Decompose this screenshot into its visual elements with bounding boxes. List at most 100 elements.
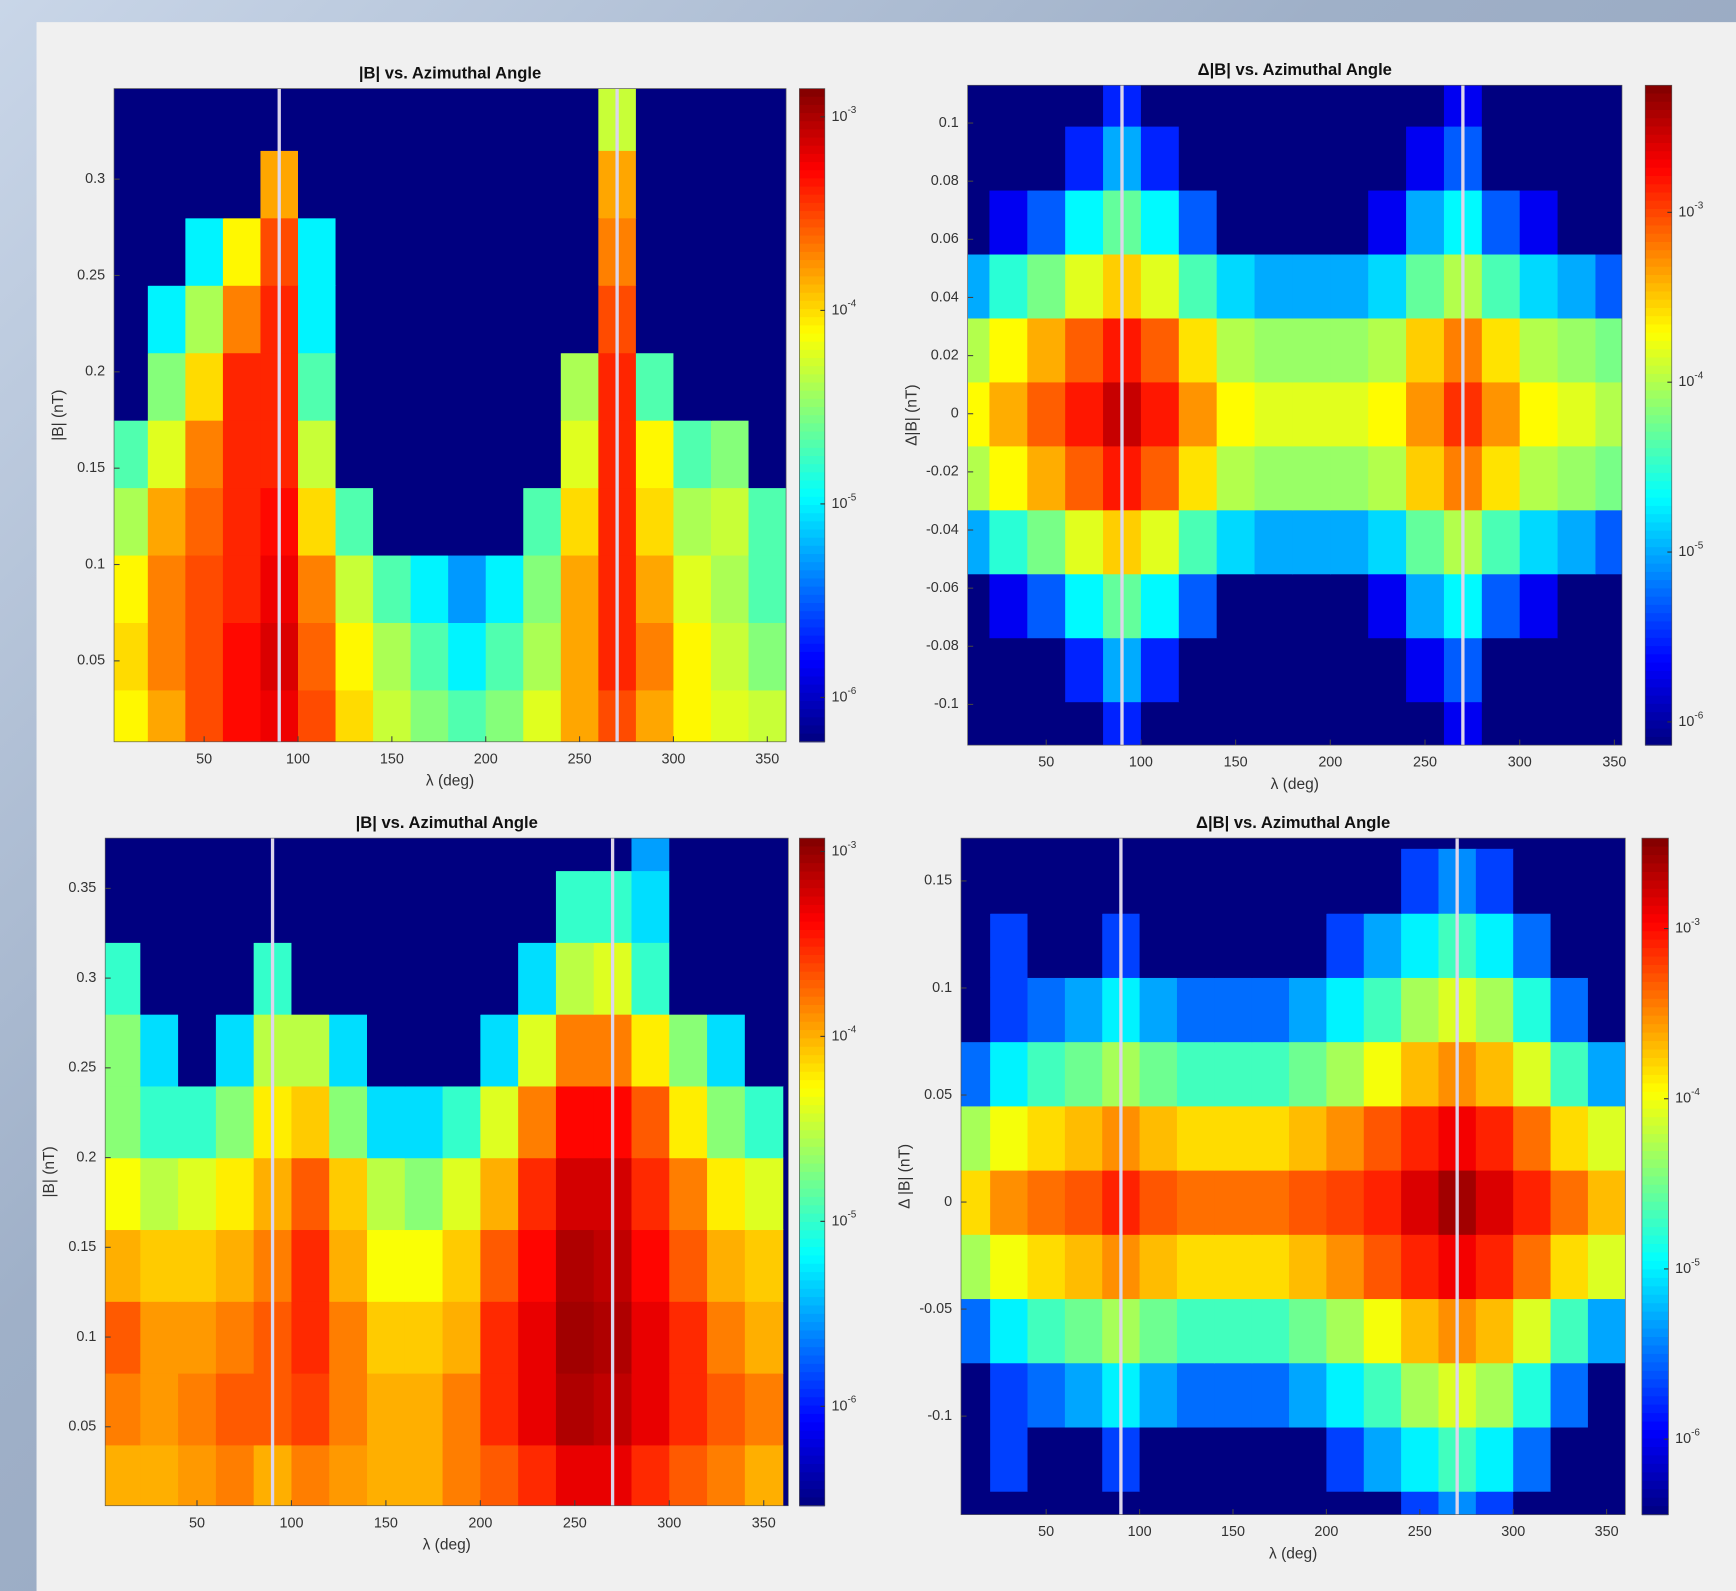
colorbar-swatch	[799, 660, 825, 669]
colorbar-swatch	[1645, 621, 1672, 631]
heatmap-cell	[485, 217, 524, 286]
heatmap-cell	[1363, 1491, 1402, 1515]
heatmap-cell	[967, 701, 991, 746]
colorbar-swatch	[799, 268, 825, 277]
colorbar-swatch	[799, 651, 825, 661]
heatmap-cell	[1254, 189, 1294, 255]
heatmap-cell	[1254, 701, 1294, 746]
y-tick-label: -0.06	[926, 580, 959, 596]
heatmap-cell	[442, 1229, 482, 1302]
y-tick-label: 0	[951, 406, 959, 422]
heatmap-cell	[1254, 85, 1294, 127]
heatmap-cell	[1139, 1105, 1178, 1171]
colorbar-swatch	[1641, 1049, 1669, 1059]
colorbar-tick-base: 10	[831, 689, 847, 705]
heatmap-cell	[404, 870, 444, 943]
colorbar-swatch	[799, 938, 825, 948]
heatmap-cell	[710, 285, 750, 354]
colorbar-swatch	[799, 1146, 825, 1156]
colorbar-swatch	[1645, 464, 1672, 474]
axes-frame	[113, 88, 787, 743]
heatmap-cell	[710, 487, 750, 556]
heatmap-cell	[1513, 1234, 1552, 1300]
heatmap-cell	[1178, 125, 1218, 191]
heatmap-cell	[1214, 1491, 1253, 1515]
colorbar-tick-base: 10	[831, 1028, 847, 1044]
colorbar-swatch	[1641, 1497, 1669, 1507]
heatmap-cell	[114, 689, 149, 742]
colorbar-swatch	[799, 1230, 825, 1240]
heatmap-cell	[560, 622, 600, 691]
heatmap-cell	[1178, 317, 1218, 383]
colorbar-swatch	[1645, 712, 1672, 721]
colorbar-tick-base: 10	[1678, 374, 1694, 390]
colorbar-swatch	[799, 439, 825, 449]
colorbar-swatch	[1645, 316, 1672, 326]
heatmap-cell	[215, 838, 255, 872]
heatmap-cell	[404, 838, 444, 872]
colorbar-swatch	[1645, 340, 1672, 350]
colorbar-tick-label: 10-4	[1678, 370, 1703, 390]
colorbar-swatch	[1645, 109, 1672, 119]
heatmap-cell	[298, 217, 337, 286]
heatmap-cell	[744, 942, 784, 1015]
heatmap-cell	[1065, 445, 1104, 511]
heatmap-cell	[961, 1234, 991, 1300]
heatmap-cell	[480, 942, 519, 1015]
heatmap-cell	[140, 1085, 179, 1159]
colorbar-swatch	[1641, 905, 1669, 915]
x-tick-label: 350	[752, 1515, 776, 1531]
heatmap-cell	[222, 689, 262, 742]
colorbar-swatch	[1645, 514, 1672, 523]
heatmap-cell	[140, 1014, 179, 1087]
colorbar-swatch	[799, 1238, 825, 1248]
heatmap-cell	[1289, 977, 1328, 1043]
colorbar-swatch	[799, 684, 825, 694]
colorbar-tick-exponent: -4	[1691, 1087, 1700, 1098]
heatmap-cell	[1064, 977, 1103, 1043]
heatmap-cell	[1178, 701, 1218, 746]
colorbar-tick-exponent: -3	[847, 839, 856, 850]
heatmap-cell	[335, 150, 374, 219]
colorbar-swatch	[1645, 126, 1672, 136]
colorbar-swatch	[799, 733, 825, 743]
heatmap-cell	[291, 838, 330, 872]
heatmap-cell	[1481, 125, 1521, 191]
heatmap-cell	[480, 1372, 519, 1446]
heatmap-cell	[1401, 1234, 1440, 1300]
colorbar-swatch	[799, 251, 825, 261]
heatmap-cell	[215, 1157, 255, 1231]
colorbar-swatch	[799, 513, 825, 522]
colorbar-tick-base: 10	[831, 1398, 847, 1414]
heatmap-cell	[673, 622, 712, 691]
colorbar-swatch	[1645, 118, 1672, 128]
heatmap-cell	[1178, 573, 1218, 639]
heatmap-cell	[1139, 913, 1178, 978]
heatmap-cell	[373, 217, 412, 286]
heatmap-cell	[707, 1301, 746, 1374]
colorbar-swatch	[1645, 720, 1672, 730]
colorbar-swatch	[1645, 258, 1672, 268]
colorbar-tick-base: 10	[1678, 544, 1694, 560]
heatmap-cell	[1363, 913, 1402, 978]
heatmap-cell	[298, 88, 337, 151]
colorbar-swatch	[1645, 101, 1672, 111]
heatmap-cell	[1289, 1234, 1328, 1300]
x-tick-label: 250	[568, 751, 592, 767]
heatmap-cell	[485, 88, 524, 151]
heatmap-cell	[105, 1372, 141, 1446]
colorbar-swatch	[1641, 981, 1669, 991]
heatmap-cell	[329, 1014, 368, 1087]
heatmap-cell	[1216, 317, 1256, 383]
heatmap-cell	[1326, 1491, 1365, 1515]
heatmap-cell	[1065, 509, 1104, 575]
colorbar-tick-label: 10-5	[831, 1209, 856, 1229]
heatmap-cell	[1595, 253, 1622, 319]
heatmap-cell	[1176, 1234, 1215, 1300]
x-tick-label: 200	[1314, 1524, 1338, 1540]
heatmap-cell	[1027, 1298, 1066, 1364]
heatmap-cell	[631, 1085, 670, 1159]
colorbar-swatch	[1641, 1218, 1669, 1228]
colorbar-swatch	[1641, 1015, 1669, 1025]
heatmap-cell	[1178, 509, 1218, 575]
